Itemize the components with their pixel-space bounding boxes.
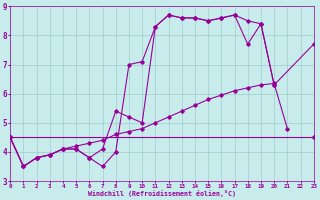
X-axis label: Windchill (Refroidissement éolien,°C): Windchill (Refroidissement éolien,°C) (88, 190, 236, 197)
